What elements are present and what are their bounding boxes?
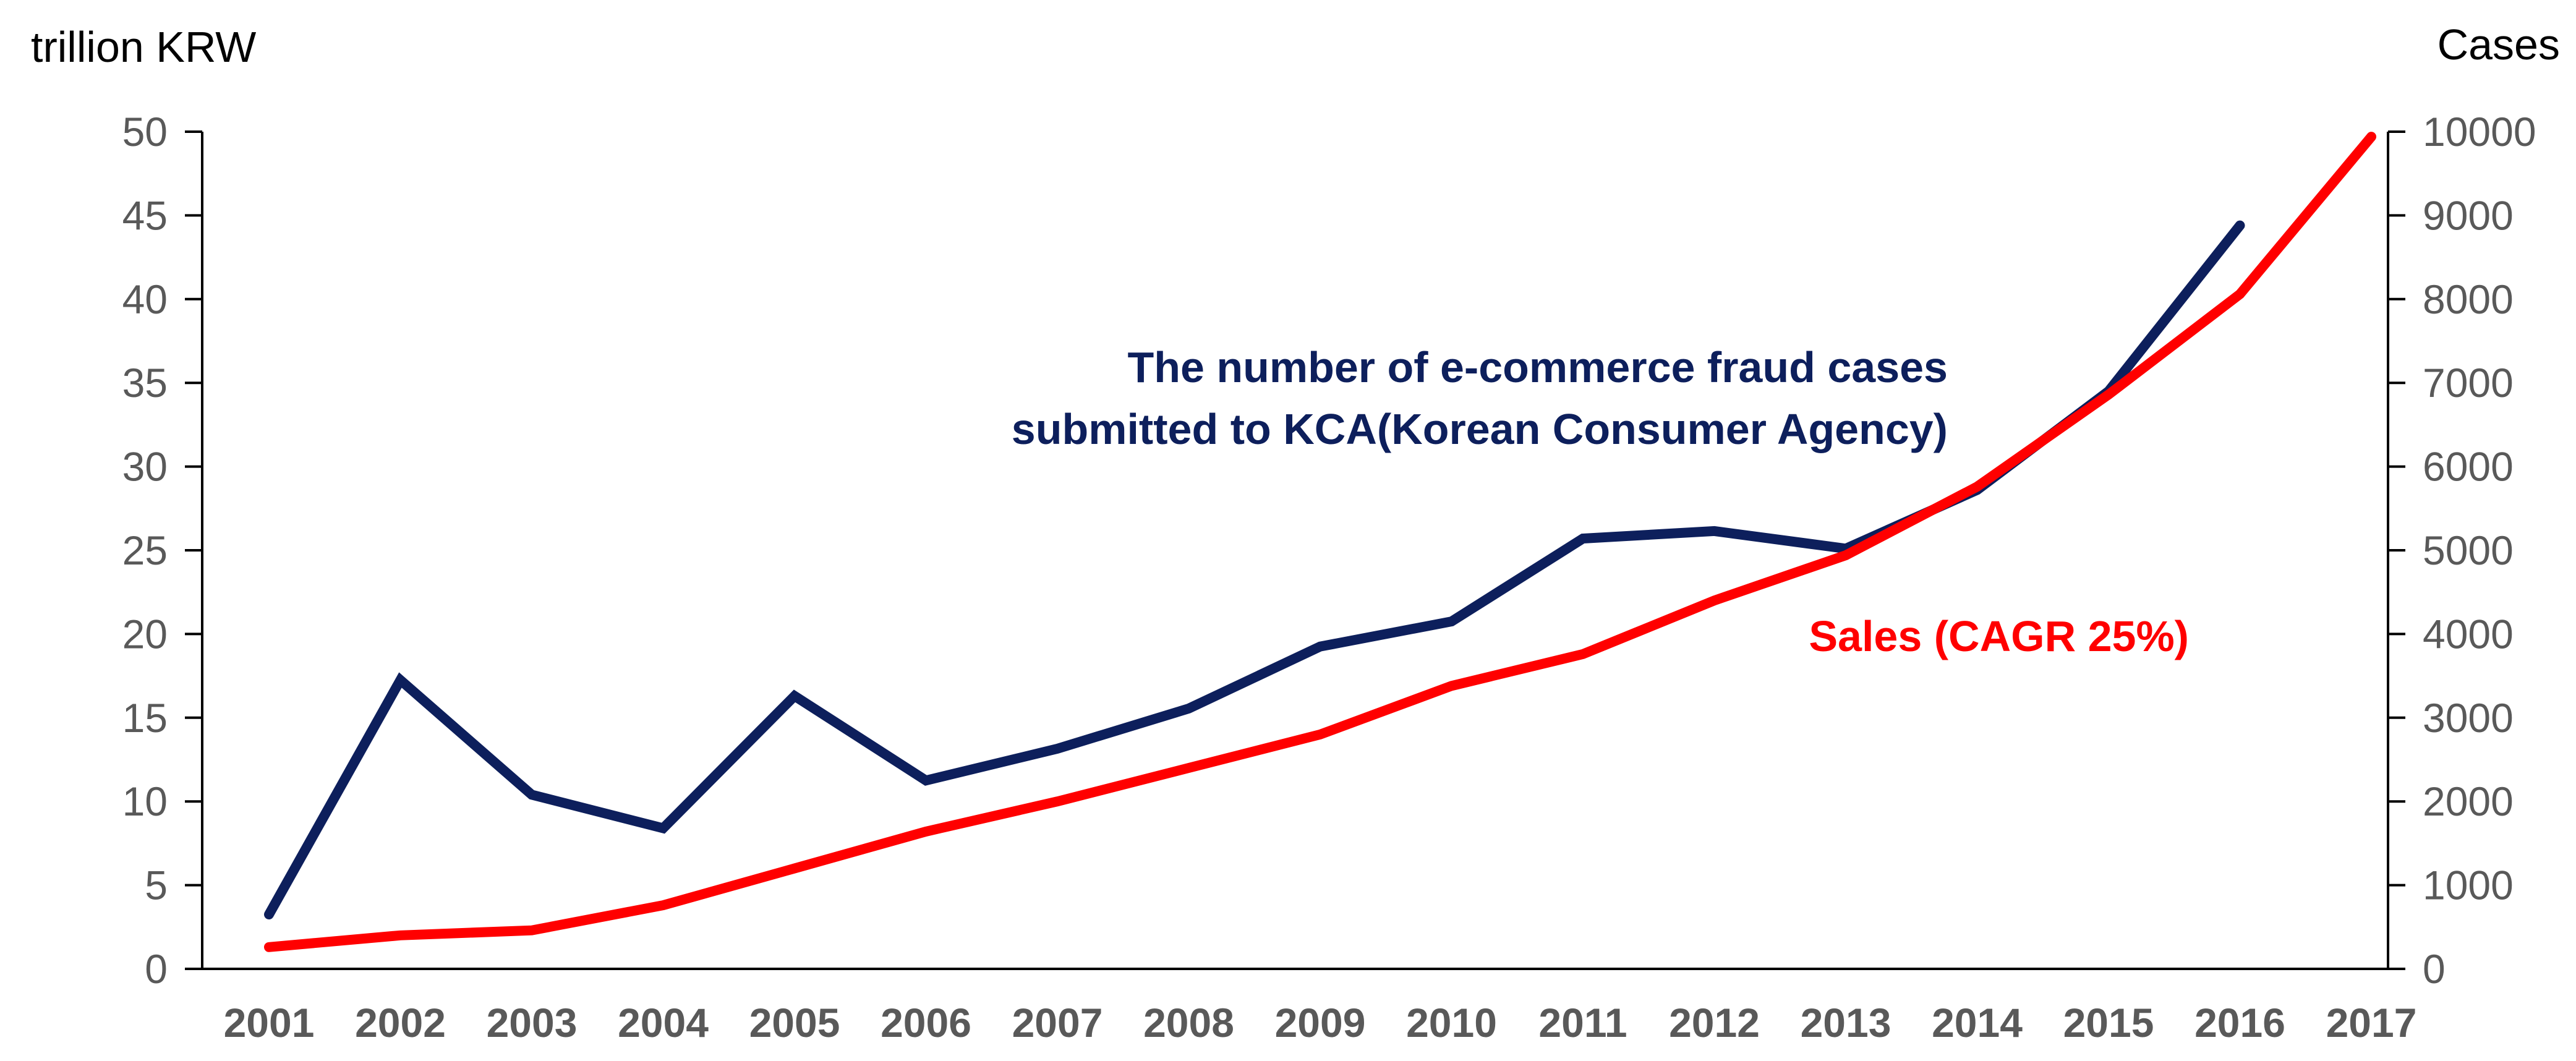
x-tick-label: 2005 xyxy=(749,1000,840,1046)
right-tick-label: 6000 xyxy=(2423,444,2514,490)
right-tick-label: 0 xyxy=(2423,946,2446,992)
x-tick-label: 2013 xyxy=(1801,1000,1891,1046)
right-tick-label: 8000 xyxy=(2423,276,2514,322)
left-tick-label: 45 xyxy=(122,192,168,238)
x-tick-label: 2004 xyxy=(618,1000,709,1046)
right-tick-label: 10000 xyxy=(2423,109,2536,155)
cases-annotation-line-2: submitted to KCA(Korean Consumer Agency) xyxy=(1012,405,1948,453)
left-tick-label: 10 xyxy=(122,778,168,824)
x-tick-label: 2015 xyxy=(2063,1000,2154,1046)
left-tick-label: 0 xyxy=(145,946,168,992)
right-tick-label: 3000 xyxy=(2423,695,2514,741)
right-axis-ticks: 0 1000 2000 3000 4000 5000 6000 7000 8000 9000 100… xyxy=(2388,109,2536,992)
right-tick-label: 1000 xyxy=(2423,863,2514,908)
sales-line xyxy=(264,132,2376,952)
x-tick-label: 2007 xyxy=(1012,1000,1103,1046)
x-tick-label: 2001 xyxy=(224,1000,315,1046)
x-tick-label: 2008 xyxy=(1143,1000,1234,1046)
right-tick-label: 7000 xyxy=(2423,360,2514,406)
x-tick-label: 2002 xyxy=(355,1000,446,1046)
left-tick-label: 30 xyxy=(122,444,168,490)
cases-annotation-line-1: The number of e-commerce fraud cases xyxy=(1127,343,1948,391)
x-tick-label: 2016 xyxy=(2194,1000,2285,1046)
left-axis-title: trillion KRW xyxy=(31,23,256,71)
right-tick-label: 4000 xyxy=(2423,611,2514,657)
x-tick-label: 2009 xyxy=(1275,1000,1366,1046)
left-tick-label: 40 xyxy=(122,276,168,322)
x-tick-label: 2010 xyxy=(1406,1000,1497,1046)
left-tick-label: 15 xyxy=(122,695,168,741)
series-layer xyxy=(264,132,2376,952)
right-tick-label: 5000 xyxy=(2423,527,2514,573)
sales-annotation: Sales (CAGR 25%) xyxy=(1809,612,2189,660)
right-tick-label: 2000 xyxy=(2423,778,2514,824)
x-tick-label: 2017 xyxy=(2326,1000,2417,1046)
x-tick-label: 2014 xyxy=(1932,1000,2023,1046)
x-tick-label: 2011 xyxy=(1538,1000,1627,1046)
left-tick-label: 25 xyxy=(122,527,168,573)
fraud-cases-line xyxy=(264,220,2245,919)
left-axis-ticks: 0 5 10 15 20 25 30 35 40 45 50 xyxy=(122,109,202,992)
left-tick-label: 20 xyxy=(122,611,168,657)
x-tick-label: 2003 xyxy=(487,1000,578,1046)
right-tick-label: 9000 xyxy=(2423,192,2514,238)
x-tick-label: 2006 xyxy=(881,1000,971,1046)
x-tick-label: 2012 xyxy=(1669,1000,1760,1046)
left-tick-label: 50 xyxy=(122,109,168,155)
left-tick-label: 5 xyxy=(145,863,168,908)
left-tick-label: 35 xyxy=(122,360,168,406)
x-axis-ticks: 2001 2002 2003 2004 2005 2006 2007 2008 2009 2010… xyxy=(224,1000,2417,1046)
right-axis-title: Cases xyxy=(2437,20,2560,69)
